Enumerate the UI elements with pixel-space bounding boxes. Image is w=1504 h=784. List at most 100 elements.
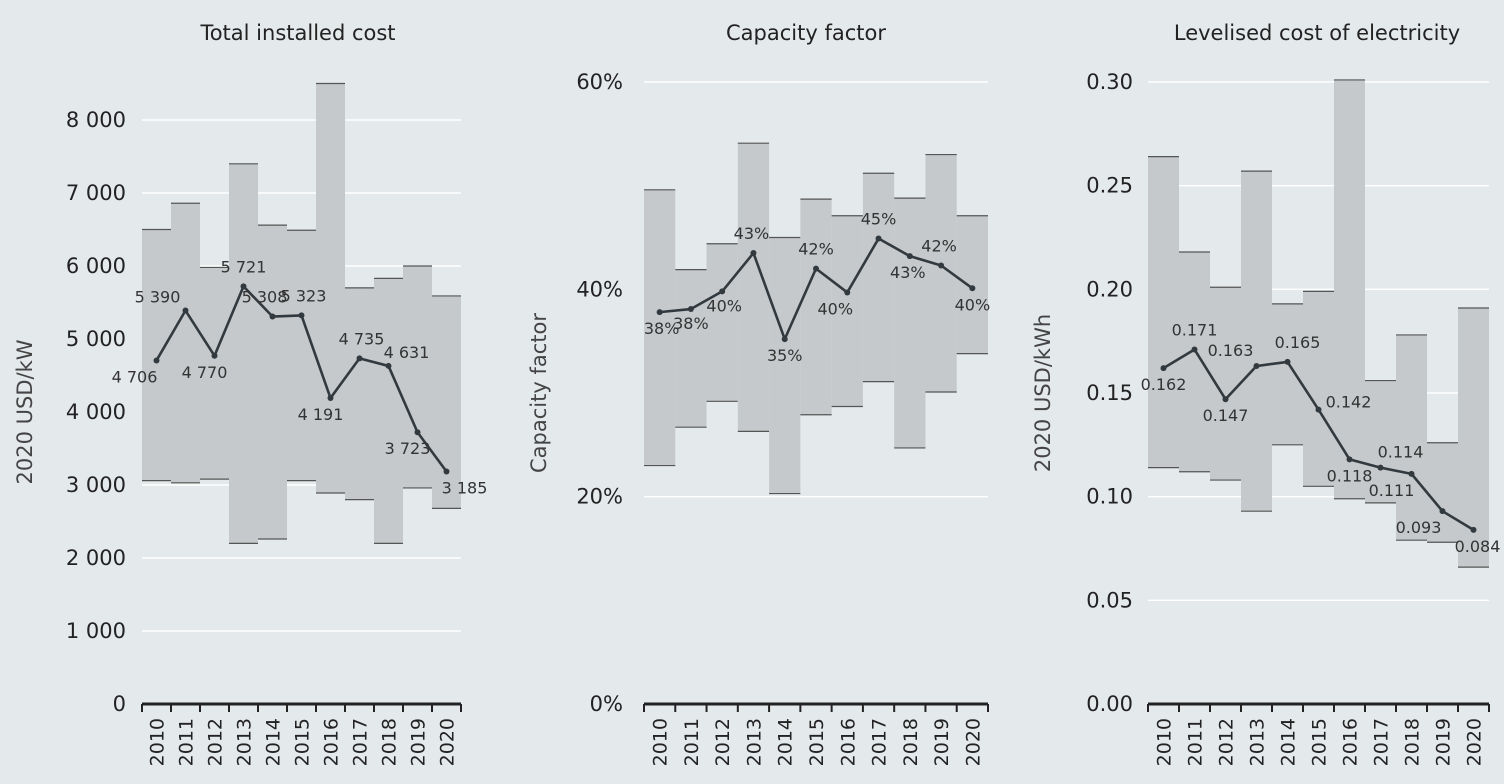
data-point [813, 265, 819, 272]
data-label: 38% [673, 314, 709, 333]
x-tick-label: 2020 [962, 718, 984, 766]
y-axis-label: Capacity factor [527, 313, 551, 473]
x-tick-label: 2014 [263, 718, 285, 766]
data-label: 45% [861, 210, 897, 229]
y-tick-label: 0.00 [1086, 692, 1133, 716]
data-label: 40% [955, 295, 991, 314]
y-tick-label: 40% [576, 277, 623, 301]
x-tick-label: 2017 [1371, 718, 1393, 766]
x-tick-label: 2012 [712, 718, 734, 766]
data-label: 4 191 [298, 405, 344, 424]
x-tick-label: 2012 [205, 718, 227, 766]
data-label: 3 185 [442, 478, 488, 497]
data-point [969, 285, 976, 292]
panel-lcoe: Levelised cost of electricity 2020 USD/kW… [1010, 0, 1504, 784]
data-label: 0.165 [1275, 333, 1321, 352]
data-label: 0.162 [1141, 375, 1187, 394]
y-tick-label: 8 000 [66, 108, 126, 132]
data-point [385, 362, 392, 369]
range-band [1241, 171, 1272, 512]
range-band [229, 163, 258, 544]
range-band [956, 215, 988, 354]
y-tick-label: 7 000 [66, 181, 126, 205]
x-tick-label: 2013 [1247, 718, 1269, 766]
data-point [1315, 406, 1322, 413]
range-band [200, 267, 229, 480]
data-point [1160, 365, 1167, 372]
range-band [1272, 303, 1303, 445]
data-point [719, 288, 726, 295]
y-tick-label: 0% [590, 692, 623, 716]
range-band [862, 173, 895, 382]
x-tick-label: 2019 [1433, 718, 1455, 766]
x-tick-label: 2015 [1309, 718, 1331, 766]
data-label: 43% [734, 224, 770, 243]
data-label: 40% [817, 299, 853, 318]
x-tick-label: 2019 [931, 718, 953, 766]
y-tick-label: 20% [576, 485, 623, 509]
y-tick-label: 0.30 [1086, 70, 1133, 94]
x-tick-label: 2011 [1185, 718, 1207, 766]
data-point [414, 429, 421, 436]
data-point [781, 336, 788, 343]
x-tick-label: 2020 [1464, 718, 1486, 766]
range-band [171, 203, 200, 483]
range-band [432, 295, 461, 509]
data-point [269, 313, 276, 320]
range-band [1148, 156, 1179, 468]
range-band [287, 230, 316, 481]
data-point [356, 355, 363, 362]
panel-total-installed-cost: Total installed cost 2020 USD/kW 0 1 000 2 0… [0, 0, 490, 784]
data-label: 0.147 [1203, 406, 1249, 425]
data-label: 0.114 [1378, 443, 1424, 462]
chart-title: Capacity factor [726, 21, 886, 45]
range-band [1427, 442, 1458, 543]
x-tick-label: 2018 [379, 718, 401, 766]
data-label: 5 721 [221, 257, 267, 276]
range-band [769, 237, 801, 494]
y-tick-label: 2 000 [66, 546, 126, 570]
data-point [1191, 346, 1198, 353]
range-band [894, 198, 926, 448]
data-point [298, 312, 305, 319]
x-tick-label: 2011 [176, 718, 198, 766]
data-label: 4 631 [384, 343, 430, 362]
range-band [737, 143, 770, 432]
data-point [938, 262, 945, 269]
range-band [800, 199, 832, 415]
data-label: 40% [706, 296, 742, 315]
y-axis-label: 2020 USD/kWh [1031, 314, 1055, 472]
data-point [1470, 526, 1477, 533]
data-label: 4 706 [112, 367, 158, 386]
data-point [1439, 508, 1446, 515]
range-band [1396, 334, 1427, 541]
chart-title: Total installed cost [199, 21, 395, 45]
x-tick-label: 2018 [1402, 718, 1424, 766]
y-tick-label: 4 000 [66, 400, 126, 424]
data-label: 0.118 [1327, 466, 1373, 485]
x-tick-label: 2020 [437, 718, 459, 766]
data-label: 5 390 [135, 288, 181, 307]
y-tick-label: 5 000 [66, 327, 126, 351]
y-tick-label: 6 000 [66, 254, 126, 278]
data-label: 5 323 [281, 286, 327, 305]
data-label: 43% [890, 263, 926, 282]
data-point [182, 307, 189, 314]
data-point [750, 250, 757, 257]
data-point [443, 468, 450, 475]
y-tick-label: 0 [113, 692, 126, 716]
data-point [1377, 464, 1384, 471]
chart-svg: Levelised cost of electricity 2020 USD/kW… [1031, 21, 1500, 766]
y-tick-label: 3 000 [66, 473, 126, 497]
range-band [1179, 252, 1210, 472]
data-label: 0.163 [1208, 341, 1254, 360]
data-label: 42% [921, 236, 957, 255]
range-band [1334, 79, 1365, 499]
y-tick-label: 0.20 [1086, 277, 1133, 301]
data-point [906, 253, 913, 260]
range-band [1303, 291, 1334, 487]
data-point [327, 395, 334, 402]
x-tick-label: 2010 [650, 718, 672, 766]
data-label: 5 308 [242, 288, 288, 307]
